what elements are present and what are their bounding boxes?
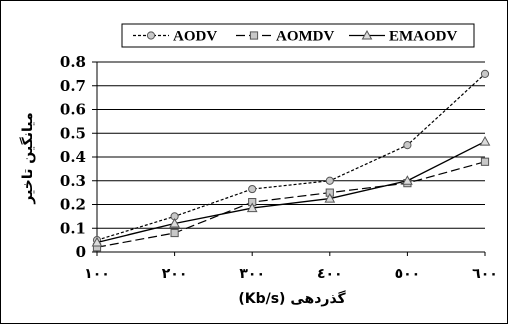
- data-point-emaodv: [324, 193, 336, 203]
- legend-label: AOMDV: [276, 29, 334, 45]
- data-point-emaodv: [246, 202, 258, 213]
- legend-label: AODV: [173, 29, 217, 45]
- x-axis-label: (Kb/s) گذردهی: [238, 290, 346, 307]
- data-point-emaodv: [479, 136, 491, 146]
- data-point-aomdv: [170, 228, 179, 238]
- y-tick-label: 0.6: [60, 101, 86, 119]
- y-tick-label: 0.3: [60, 172, 86, 190]
- series-line-aodv: [96, 73, 486, 241]
- legend-swatch-marker: [146, 31, 156, 40]
- x-tick-label: ٢٠٠: [162, 266, 188, 282]
- series-line-emaodv: [96, 140, 486, 244]
- data-point-aodv: [248, 184, 257, 194]
- series-line-aomdv: [96, 161, 486, 248]
- legend-swatch-marker: [249, 31, 259, 40]
- legend-box: [121, 23, 475, 48]
- x-tick-label: ٤٠٠: [317, 266, 343, 282]
- data-point-aodv: [325, 176, 334, 185]
- legend-swatch-marker: [361, 29, 373, 40]
- data-point-aodv: [480, 69, 490, 78]
- x-tick-label: ٥٠٠: [395, 266, 421, 282]
- data-point-emaodv: [91, 236, 103, 247]
- x-tick-label: ٦٠٠: [472, 266, 498, 282]
- y-tick-label: 0.4: [60, 148, 86, 166]
- series-group: [91, 69, 491, 252]
- y-axis-label: میانگین تاخیر: [19, 112, 36, 204]
- x-tick-label: ١٠٠: [84, 266, 110, 282]
- y-tick-label: 0.5: [60, 124, 86, 142]
- y-tick-label: 0.7: [60, 77, 86, 95]
- legend: AODV AOMDV EMAODV: [121, 23, 475, 48]
- y-tick-label: 0.1: [60, 219, 86, 237]
- y-tick-labels: 0 0.1 0.2 0.3 0.4 0.5 0.6 0.7 0.8: [60, 53, 86, 261]
- legend-label: EMAODV: [389, 29, 457, 45]
- data-point-emaodv: [402, 175, 413, 185]
- data-point-emaodv: [169, 217, 180, 228]
- y-tick-label: 0.2: [60, 196, 86, 214]
- y-tick-label: 0.8: [60, 53, 86, 71]
- x-tick-labels: ١٠٠ ٢٠٠ ٣٠٠ ٤٠٠ ٥٠٠ ٦٠٠: [84, 266, 498, 282]
- y-tick-label: 0: [76, 243, 86, 261]
- grid-lines: [97, 61, 485, 229]
- data-point-aomdv: [480, 157, 490, 166]
- data-point-aodv: [403, 141, 412, 150]
- x-tick-label: ٣٠٠: [239, 266, 265, 282]
- axes: [92, 61, 486, 256]
